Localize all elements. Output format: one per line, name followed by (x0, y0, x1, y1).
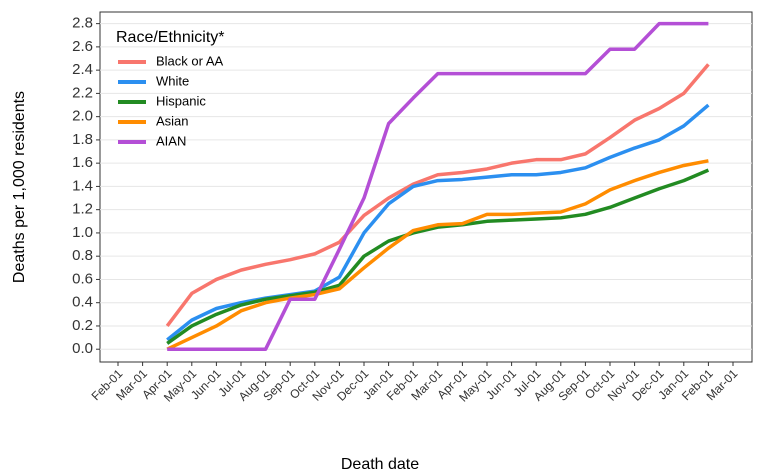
y-tick-label: 0.0 (72, 340, 93, 357)
y-tick-label: 1.4 (72, 177, 93, 194)
legend-label: Hispanic (156, 93, 206, 108)
y-tick-label: 0.4 (72, 294, 93, 311)
y-tick-label: 1.0 (72, 224, 93, 241)
series-line (165, 63, 710, 328)
y-axis-label: Deaths per 1,000 residents (11, 91, 28, 283)
y-tick-label: 1.2 (72, 201, 93, 218)
legend-label: Black or AA (156, 53, 224, 68)
y-tick-label: 2.0 (72, 108, 93, 125)
legend-label: White (156, 73, 189, 88)
y-tick-label: 0.6 (72, 270, 93, 287)
series-line (166, 159, 709, 351)
y-tick-label: 0.2 (72, 317, 93, 334)
legend-title: Race/Ethnicity* (116, 29, 225, 46)
y-tick-label: 2.2 (72, 84, 93, 101)
y-tick-label: 1.6 (72, 154, 93, 171)
y-tick-label: 1.8 (72, 131, 93, 148)
series-line (167, 21, 709, 351)
y-tick-label: 2.8 (72, 15, 93, 32)
series-line (166, 168, 710, 345)
y-tick-label: 0.8 (72, 247, 93, 264)
y-tick-label: 2.6 (72, 38, 93, 55)
y-tick-label: 2.4 (72, 61, 93, 78)
x-axis-label: Death date (341, 456, 419, 473)
legend-label: Asian (156, 113, 189, 128)
legend-label: AIAN (156, 133, 186, 148)
